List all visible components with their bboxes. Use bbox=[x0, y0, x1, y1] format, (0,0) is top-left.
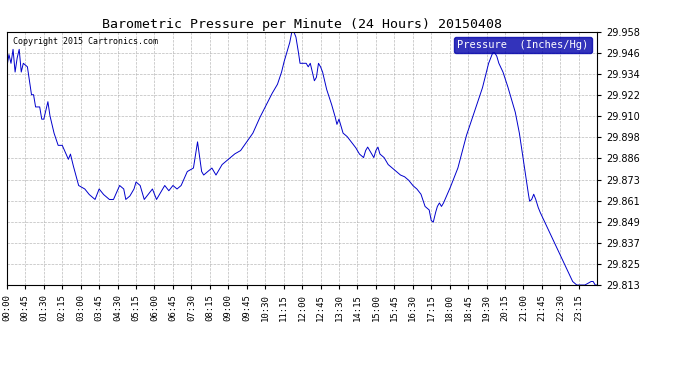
Title: Barometric Pressure per Minute (24 Hours) 20150408: Barometric Pressure per Minute (24 Hours… bbox=[102, 18, 502, 31]
Text: Copyright 2015 Cartronics.com: Copyright 2015 Cartronics.com bbox=[13, 37, 158, 46]
Legend: Pressure  (Inches/Hg): Pressure (Inches/Hg) bbox=[454, 37, 591, 53]
